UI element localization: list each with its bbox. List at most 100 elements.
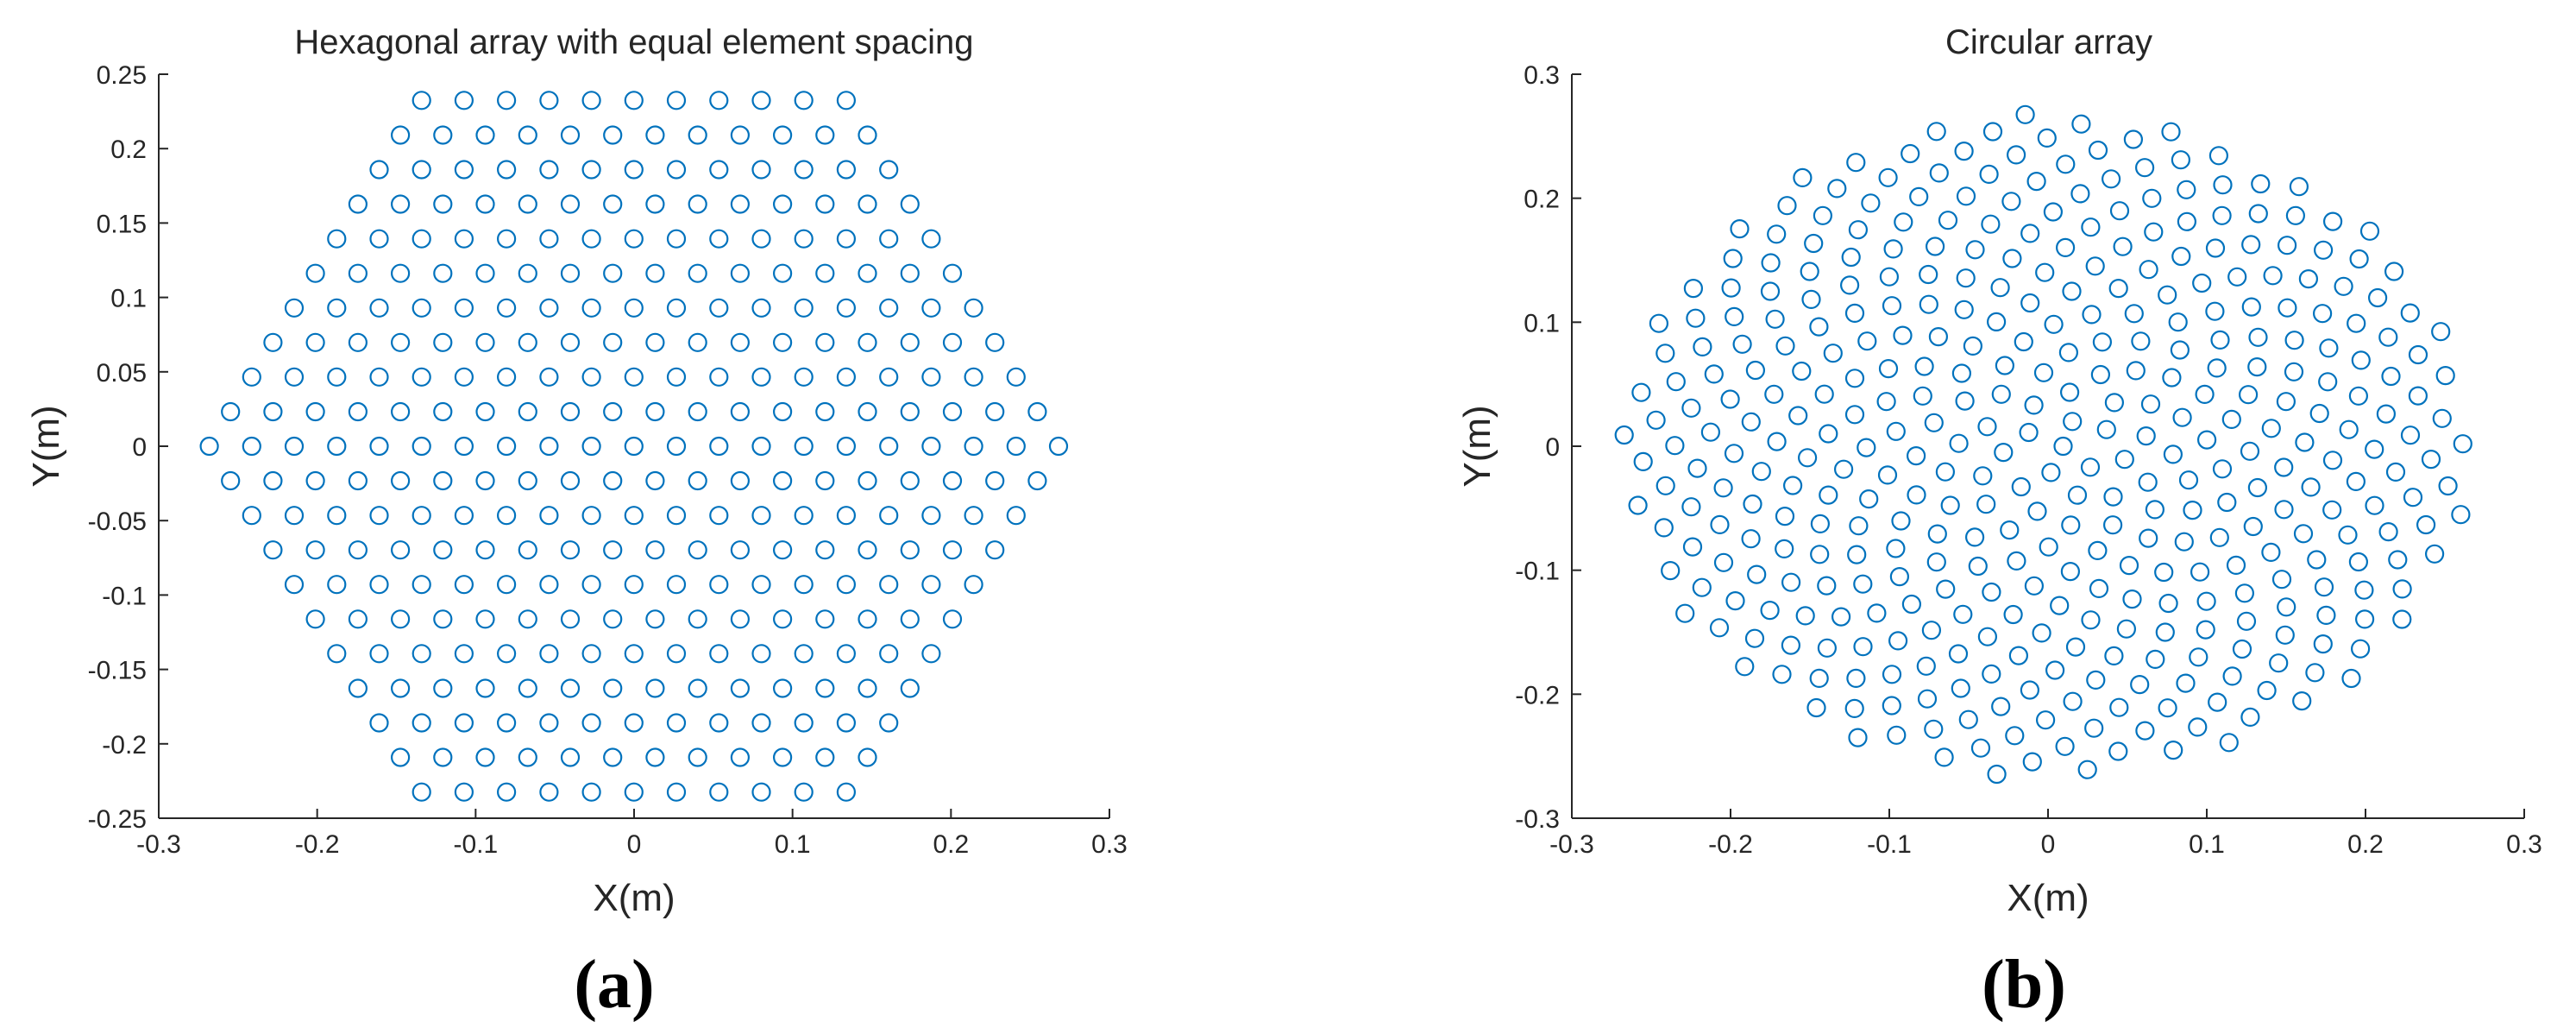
data-point xyxy=(2318,372,2338,392)
data-point xyxy=(2319,338,2339,358)
data-point xyxy=(2065,637,2086,657)
data-point xyxy=(1844,405,1865,425)
data-point xyxy=(1924,719,1944,739)
data-point xyxy=(2172,407,2192,427)
data-point xyxy=(369,298,389,318)
data-point xyxy=(369,644,389,664)
data-point xyxy=(496,91,517,110)
data-point xyxy=(412,91,431,110)
data-point xyxy=(2195,384,2215,404)
data-point xyxy=(836,229,857,249)
data-point xyxy=(2298,269,2318,289)
data-point xyxy=(836,367,857,387)
data-point xyxy=(2056,154,2076,174)
data-point xyxy=(348,470,368,491)
data-point xyxy=(2077,760,2097,779)
data-point xyxy=(2136,426,2156,446)
data-point xyxy=(645,678,665,698)
data-point xyxy=(560,401,581,422)
data-point xyxy=(624,160,644,180)
data-point xyxy=(1886,539,1906,558)
data-point xyxy=(581,506,601,526)
data-point xyxy=(2261,542,2281,563)
data-point xyxy=(1882,665,1902,684)
data-point xyxy=(2213,175,2233,195)
data-point xyxy=(858,678,877,698)
data-point xyxy=(284,506,305,526)
data-point xyxy=(1721,278,1741,298)
data-point xyxy=(518,401,537,422)
data-point xyxy=(2001,192,2021,211)
data-point xyxy=(688,401,707,422)
data-point xyxy=(1814,384,1834,404)
data-point xyxy=(1840,275,1860,295)
data-point xyxy=(581,713,601,733)
data-point xyxy=(327,436,347,457)
data-point xyxy=(2219,733,2239,753)
data-point xyxy=(1817,638,1837,658)
data-point xyxy=(496,782,517,802)
data-point xyxy=(454,298,474,318)
data-point xyxy=(1878,359,1899,379)
data-point xyxy=(496,506,517,526)
data-point xyxy=(1745,360,1766,381)
data-point xyxy=(645,540,665,560)
data-point xyxy=(730,470,751,491)
data-point xyxy=(1853,637,1873,657)
data-point xyxy=(1817,576,1837,596)
data-point xyxy=(2236,611,2257,631)
data-point xyxy=(964,367,983,387)
data-point xyxy=(412,575,431,595)
data-point xyxy=(709,506,729,526)
data-point xyxy=(2090,364,2110,385)
data-point xyxy=(2247,477,2267,498)
data-point xyxy=(858,609,877,629)
data-point xyxy=(348,194,368,214)
data-point xyxy=(2155,622,2175,642)
data-point xyxy=(1006,506,1026,526)
data-point xyxy=(1844,303,1865,323)
data-point xyxy=(475,194,495,214)
data-point xyxy=(2210,330,2230,350)
data-point xyxy=(921,575,941,595)
data-point xyxy=(624,506,644,526)
data-point xyxy=(2217,492,2237,513)
data-point xyxy=(1741,529,1761,549)
data-point xyxy=(709,644,729,664)
data-point xyxy=(900,678,920,698)
data-point xyxy=(1901,594,1921,615)
data-point xyxy=(391,747,411,767)
data-point xyxy=(794,506,814,526)
data-point xyxy=(1723,249,1743,268)
data-point xyxy=(2295,432,2315,452)
data-point xyxy=(688,678,707,698)
data-point xyxy=(709,436,729,457)
data-point xyxy=(263,401,283,422)
data-point xyxy=(496,713,517,733)
data-point xyxy=(645,470,665,491)
data-point xyxy=(327,229,347,249)
data-point xyxy=(2008,646,2028,665)
data-point xyxy=(879,160,899,180)
data-point xyxy=(2053,436,2073,457)
data-point xyxy=(921,436,941,457)
data-point xyxy=(1834,459,1854,479)
data-point xyxy=(496,367,517,387)
data-point xyxy=(2278,236,2297,255)
data-point xyxy=(815,609,835,629)
data-point xyxy=(2316,605,2336,626)
data-point xyxy=(391,125,411,145)
data-point xyxy=(2060,561,2080,582)
data-point xyxy=(1006,367,1026,387)
data-point xyxy=(2055,736,2075,756)
data-point xyxy=(2140,394,2161,414)
data-point xyxy=(2188,717,2208,737)
data-point xyxy=(2284,331,2304,350)
data-point xyxy=(1928,327,1948,347)
data-point xyxy=(560,678,581,698)
data-point xyxy=(603,540,623,560)
data-point xyxy=(1891,511,1911,531)
data-point xyxy=(1614,425,1634,445)
data-point xyxy=(1987,764,2007,785)
data-point xyxy=(2109,201,2130,221)
